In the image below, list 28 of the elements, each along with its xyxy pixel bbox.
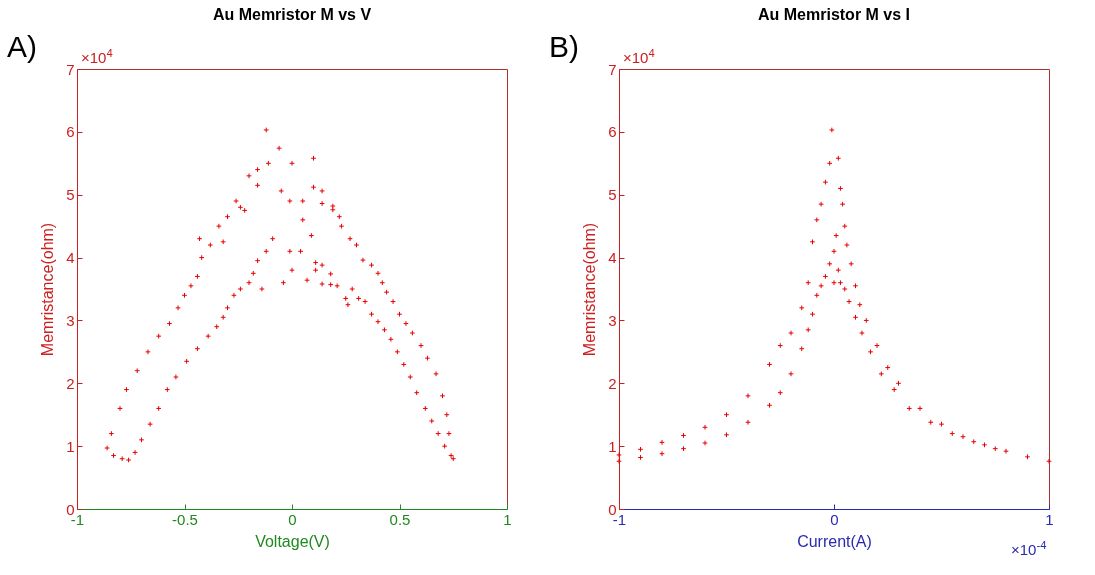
y-tick-label: 1 bbox=[66, 437, 75, 455]
y-tick-label: 6 bbox=[66, 123, 75, 141]
text: A) bbox=[7, 30, 37, 63]
y-tick-label: 5 bbox=[608, 186, 617, 204]
x-tick-label: -0.5 bbox=[172, 510, 198, 528]
y-tick-label: 7 bbox=[608, 60, 617, 78]
y-axis-title: Memristance(ohm) bbox=[39, 222, 57, 357]
x-tick-label: 1 bbox=[1045, 510, 1054, 528]
y-tick-label: 4 bbox=[608, 249, 617, 267]
y-tick-label: 5 bbox=[66, 186, 75, 204]
y-tick-label: 4 bbox=[66, 249, 75, 267]
y-tick-label: 1 bbox=[608, 437, 617, 455]
x-axis-title: Voltage(V) bbox=[255, 532, 330, 550]
x-tick-label: 0.5 bbox=[389, 510, 411, 528]
x-tick-label: 0 bbox=[830, 510, 839, 528]
y-axis-title: Memristance(ohm) bbox=[581, 222, 599, 357]
x-axis-title: Current(A) bbox=[797, 532, 872, 550]
chart-title: Au Memristor M vs V bbox=[212, 6, 372, 23]
y-tick-label: 6 bbox=[608, 123, 617, 141]
y-tick-label: 7 bbox=[66, 60, 75, 78]
text: B) bbox=[549, 30, 579, 63]
y-tick-label: 2 bbox=[608, 374, 617, 392]
y-tick-label: 3 bbox=[608, 311, 617, 329]
chart-title: Au Memristor M vs I bbox=[757, 6, 911, 23]
y-tick-label: 3 bbox=[66, 311, 75, 329]
x-tick-label: 0 bbox=[288, 510, 297, 528]
x-tick-label: 1 bbox=[503, 510, 512, 528]
y-tick-label: 2 bbox=[66, 374, 75, 392]
